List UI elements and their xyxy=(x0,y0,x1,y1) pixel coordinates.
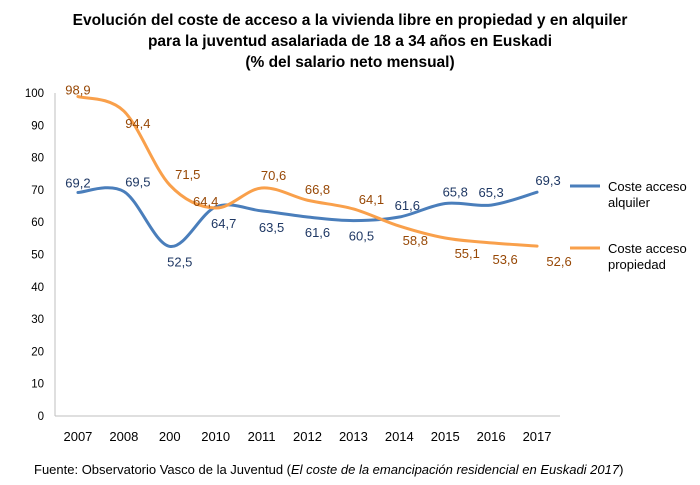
y-tick-label: 80 xyxy=(31,153,44,165)
data-label: 58,8 xyxy=(403,233,428,248)
title-line-2: para la juventud asalariada de 18 a 34 a… xyxy=(147,33,553,50)
chart-title: Evolución del coste de acceso a la vivie… xyxy=(0,10,700,73)
data-label: 94,4 xyxy=(125,116,150,131)
legend-label: Coste acceso xyxy=(608,241,687,256)
data-label: 55,1 xyxy=(455,246,480,261)
data-label: 63,5 xyxy=(259,220,284,235)
data-label: 64,1 xyxy=(359,192,384,207)
x-tick-label: 2010 xyxy=(201,429,230,444)
data-label: 98,9 xyxy=(65,83,90,98)
y-tick-label: 60 xyxy=(31,217,44,229)
data-label: 66,8 xyxy=(305,182,330,197)
x-tick-label: 2017 xyxy=(523,429,552,444)
y-tick-label: 100 xyxy=(25,88,44,100)
data-label: 69,3 xyxy=(535,173,560,188)
data-label: 64,7 xyxy=(211,216,236,231)
data-label: 60,5 xyxy=(349,229,374,244)
y-tick-label: 0 xyxy=(38,411,44,423)
series-line-propiedad xyxy=(76,95,539,248)
x-tick-label: 2008 xyxy=(109,429,138,444)
y-tick-label: 90 xyxy=(31,120,44,132)
data-label: 69,5 xyxy=(125,175,150,190)
title-line-3: (% del salario neto mensual) xyxy=(245,54,455,71)
data-label: 52,5 xyxy=(167,254,192,269)
data-label: 69,2 xyxy=(65,175,90,190)
legend-label: propiedad xyxy=(608,257,666,272)
x-tick-label: 2012 xyxy=(293,429,322,444)
data-label: 64,4 xyxy=(193,194,218,209)
y-tick-label: 30 xyxy=(31,314,44,326)
source-title: El coste de la emancipación residencial … xyxy=(291,462,620,477)
x-tick-label: 2011 xyxy=(248,429,276,444)
source-prefix: Fuente: Observatorio Vasco de la Juventu… xyxy=(34,462,292,477)
x-tick-label: 2013 xyxy=(339,429,368,444)
y-tick-label: 40 xyxy=(31,282,44,294)
legend-label: Coste acceso xyxy=(608,179,687,194)
data-label: 70,6 xyxy=(261,168,286,183)
x-tick-label: 200 xyxy=(159,429,181,444)
x-tick-label: 2016 xyxy=(477,429,506,444)
y-tick-label: 20 xyxy=(31,346,44,358)
data-label: 65,3 xyxy=(478,185,503,200)
legend-label: alquiler xyxy=(608,195,651,210)
title-line-1: Evolución del coste de acceso a la vivie… xyxy=(72,12,628,29)
source-note: Fuente: Observatorio Vasco de la Juventu… xyxy=(34,462,623,477)
series-line-alquiler xyxy=(76,186,539,248)
data-label: 53,6 xyxy=(492,252,517,267)
data-label: 65,8 xyxy=(443,184,468,199)
x-tick-label: 2007 xyxy=(63,429,92,444)
data-label: 61,6 xyxy=(305,225,330,240)
data-label: 61,6 xyxy=(395,198,420,213)
y-tick-label: 50 xyxy=(31,250,44,262)
x-tick-label: 2014 xyxy=(385,429,414,444)
data-label: 52,6 xyxy=(546,254,571,269)
y-tick-label: 10 xyxy=(31,379,44,391)
y-tick-label: 70 xyxy=(31,185,44,197)
source-suffix: ) xyxy=(619,462,624,477)
data-label: 71,5 xyxy=(175,167,200,182)
x-tick-label: 2015 xyxy=(431,429,460,444)
